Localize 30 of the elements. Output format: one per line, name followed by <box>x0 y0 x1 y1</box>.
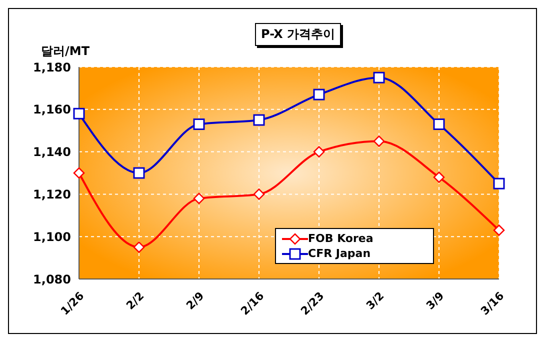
point <box>373 136 385 147</box>
x-tick-label: 3/2 <box>364 289 387 312</box>
point <box>133 242 145 253</box>
x-tick-label: 2/9 <box>184 289 207 312</box>
point <box>73 167 85 179</box>
y-axis-title: 달러/MT <box>41 43 90 60</box>
point <box>313 88 325 100</box>
legend-label: CFR Japan <box>308 247 371 260</box>
point <box>73 108 85 120</box>
chart-title: P-X 가격추이 <box>255 23 342 46</box>
point <box>433 118 445 130</box>
legend-label: FOB Korea <box>308 232 374 245</box>
point <box>133 167 145 179</box>
point <box>253 114 265 126</box>
point <box>253 188 265 200</box>
y-tick-label: 1,140 <box>33 145 71 160</box>
point <box>433 172 445 183</box>
x-tick-label: 3/9 <box>424 289 447 312</box>
y-tick-label: 1,100 <box>33 230 71 244</box>
y-tick-label: 1,080 <box>33 272 71 286</box>
point <box>493 178 505 190</box>
y-tick-label: 1,180 <box>33 60 71 74</box>
point <box>193 192 205 204</box>
point <box>373 72 385 84</box>
x-tick-label: 2/2 <box>124 289 147 312</box>
point <box>193 118 205 130</box>
point <box>313 146 325 158</box>
y-tick-label: 1,160 <box>33 102 71 117</box>
point <box>493 224 505 236</box>
y-tick-label: 1,120 <box>33 187 71 202</box>
